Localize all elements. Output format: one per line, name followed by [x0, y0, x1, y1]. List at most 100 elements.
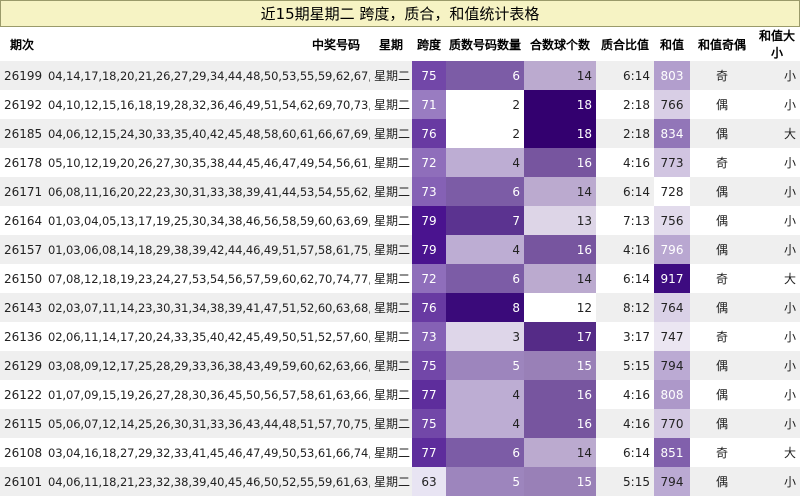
table-row: 26150 07,08,12,18,19,23,24,27,53,54,56,57…	[0, 264, 800, 293]
cell-composite-count: 16	[524, 409, 596, 438]
cell-ratio: 6:14	[596, 264, 654, 293]
cell-prime-count: 4	[446, 148, 524, 177]
cell-span: 73	[412, 177, 446, 206]
cell-sum-size: 小	[754, 90, 800, 119]
cell-sum-parity: 偶	[690, 90, 754, 119]
cell-sum-parity: 偶	[690, 293, 754, 322]
cell-period: 26143	[0, 293, 44, 322]
cell-weekday: 星期二	[370, 438, 412, 467]
cell-sum: 834	[654, 119, 690, 148]
cell-prime-count: 4	[446, 380, 524, 409]
table-row: 26115 05,06,07,12,14,25,26,30,31,33,36,43…	[0, 409, 800, 438]
cell-ratio: 5:15	[596, 351, 654, 380]
cell-sum-parity: 偶	[690, 177, 754, 206]
cell-sum-size: 大	[754, 119, 800, 148]
cell-weekday: 星期二	[370, 148, 412, 177]
cell-span: 76	[412, 293, 446, 322]
stats-table: 期次 中奖号码 星期 跨度 质数号码数量 合数球个数 质合比值 和值 和值奇偶 …	[0, 27, 800, 496]
cell-period: 26129	[0, 351, 44, 380]
cell-ratio: 7:13	[596, 206, 654, 235]
cell-sum-parity: 奇	[690, 61, 754, 90]
cell-numbers: 03,08,09,12,17,25,28,29,33,36,38,43,49,5…	[44, 351, 370, 380]
cell-span: 79	[412, 206, 446, 235]
cell-span: 79	[412, 235, 446, 264]
table-row: 26157 01,03,06,08,14,18,29,38,39,42,44,46…	[0, 235, 800, 264]
cell-span: 75	[412, 409, 446, 438]
cell-sum: 794	[654, 467, 690, 496]
cell-sum: 756	[654, 206, 690, 235]
header-ratio: 质合比值	[596, 27, 654, 61]
cell-numbers: 04,14,17,18,20,21,26,27,29,34,44,48,50,5…	[44, 61, 370, 90]
cell-sum-parity: 偶	[690, 380, 754, 409]
cell-numbers: 01,03,04,05,13,17,19,25,30,34,38,46,56,5…	[44, 206, 370, 235]
cell-numbers: 07,08,12,18,19,23,24,27,53,54,56,57,59,6…	[44, 264, 370, 293]
cell-sum-size: 小	[754, 351, 800, 380]
cell-period: 26115	[0, 409, 44, 438]
cell-numbers: 05,10,12,19,20,26,27,30,35,38,44,45,46,4…	[44, 148, 370, 177]
cell-numbers: 04,10,12,15,16,18,19,28,32,36,46,49,51,5…	[44, 90, 370, 119]
cell-composite-count: 15	[524, 467, 596, 496]
cell-composite-count: 16	[524, 235, 596, 264]
cell-sum-size: 小	[754, 380, 800, 409]
cell-weekday: 星期二	[370, 235, 412, 264]
cell-prime-count: 3	[446, 322, 524, 351]
cell-sum-size: 大	[754, 264, 800, 293]
cell-composite-count: 14	[524, 61, 596, 90]
cell-ratio: 4:16	[596, 148, 654, 177]
cell-sum: 728	[654, 177, 690, 206]
cell-ratio: 6:14	[596, 61, 654, 90]
cell-numbers: 04,06,11,18,21,23,32,38,39,40,45,46,50,5…	[44, 467, 370, 496]
table-row: 26136 02,06,11,14,17,20,24,33,35,40,42,45…	[0, 322, 800, 351]
cell-sum: 808	[654, 380, 690, 409]
cell-prime-count: 6	[446, 438, 524, 467]
cell-prime-count: 6	[446, 264, 524, 293]
table-row: 26178 05,10,12,19,20,26,27,30,35,38,44,45…	[0, 148, 800, 177]
cell-sum: 917	[654, 264, 690, 293]
cell-prime-count: 8	[446, 293, 524, 322]
cell-ratio: 2:18	[596, 90, 654, 119]
cell-composite-count: 17	[524, 322, 596, 351]
cell-span: 72	[412, 264, 446, 293]
cell-period: 26171	[0, 177, 44, 206]
cell-span: 76	[412, 119, 446, 148]
cell-span: 77	[412, 438, 446, 467]
header-composite-count: 合数球个数	[524, 27, 596, 61]
cell-period: 26199	[0, 61, 44, 90]
cell-period: 26150	[0, 264, 44, 293]
cell-span: 75	[412, 61, 446, 90]
cell-sum: 747	[654, 322, 690, 351]
cell-numbers: 05,06,07,12,14,25,26,30,31,33,36,43,44,4…	[44, 409, 370, 438]
table-row: 26171 06,08,11,16,20,22,23,30,31,33,38,39…	[0, 177, 800, 206]
table-row: 26101 04,06,11,18,21,23,32,38,39,40,45,46…	[0, 467, 800, 496]
table-row: 26164 01,03,04,05,13,17,19,25,30,34,38,46…	[0, 206, 800, 235]
cell-sum: 764	[654, 293, 690, 322]
cell-numbers: 02,03,07,11,14,23,30,31,34,38,39,41,47,5…	[44, 293, 370, 322]
cell-sum-parity: 奇	[690, 148, 754, 177]
cell-sum: 766	[654, 90, 690, 119]
header-prime-count: 质数号码数量	[446, 27, 524, 61]
cell-composite-count: 16	[524, 380, 596, 409]
cell-sum-parity: 偶	[690, 206, 754, 235]
cell-period: 26122	[0, 380, 44, 409]
header-sum: 和值	[654, 27, 690, 61]
cell-period: 26178	[0, 148, 44, 177]
header-weekday: 星期	[370, 27, 412, 61]
cell-period: 26101	[0, 467, 44, 496]
cell-span: 75	[412, 351, 446, 380]
cell-composite-count: 18	[524, 90, 596, 119]
cell-span: 77	[412, 380, 446, 409]
cell-span: 63	[412, 467, 446, 496]
table-row: 26122 01,07,09,15,19,26,27,28,30,36,45,50…	[0, 380, 800, 409]
cell-ratio: 5:15	[596, 467, 654, 496]
table-row: 26129 03,08,09,12,17,25,28,29,33,36,38,43…	[0, 351, 800, 380]
cell-numbers: 04,06,12,15,24,30,33,35,40,42,45,48,58,6…	[44, 119, 370, 148]
cell-numbers: 01,03,06,08,14,18,29,38,39,42,44,46,49,5…	[44, 235, 370, 264]
cell-period: 26136	[0, 322, 44, 351]
table-title: 近15期星期二 跨度，质合，和值统计表格	[0, 0, 800, 27]
cell-sum-size: 小	[754, 322, 800, 351]
table-row: 26199 04,14,17,18,20,21,26,27,29,34,44,48…	[0, 61, 800, 90]
cell-sum-size: 小	[754, 293, 800, 322]
cell-sum-parity: 偶	[690, 119, 754, 148]
table-row: 26185 04,06,12,15,24,30,33,35,40,42,45,48…	[0, 119, 800, 148]
cell-sum-size: 小	[754, 177, 800, 206]
